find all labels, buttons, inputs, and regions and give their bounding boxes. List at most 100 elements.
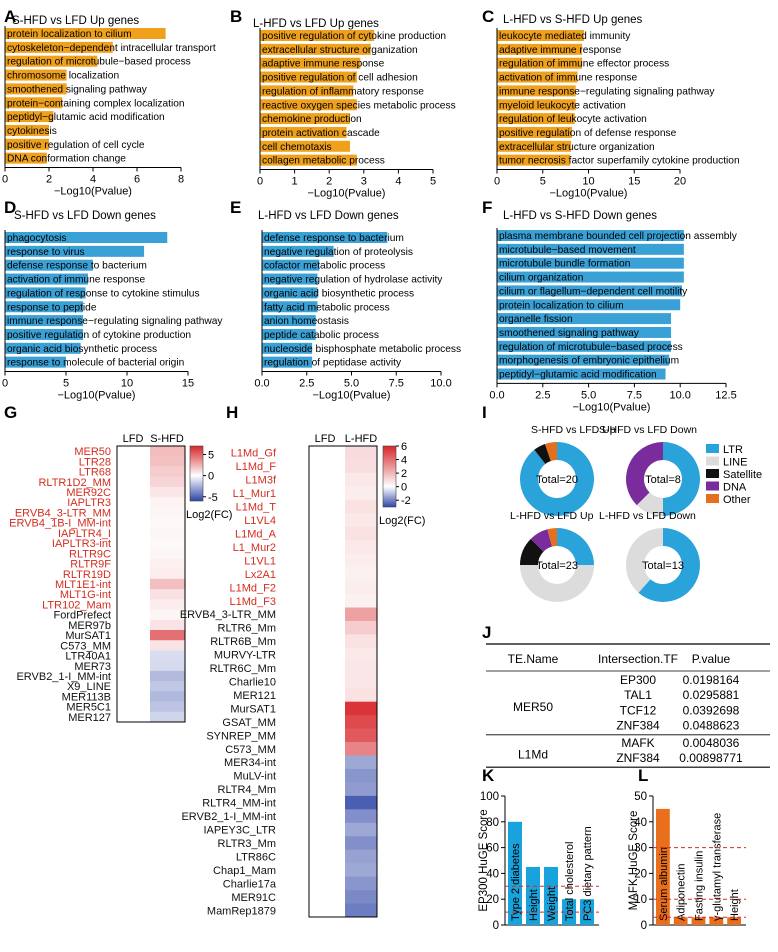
x-tick-label: 5 <box>430 176 436 188</box>
x-axis-label: −Log10(Pvalue) <box>58 390 136 402</box>
y-axis-label: EP300 HuGE Score <box>478 809 490 911</box>
bar <box>497 71 578 83</box>
bar <box>497 354 670 366</box>
row-label: LTR68 <box>79 467 111 479</box>
x-tick-label: 2 <box>46 174 52 186</box>
bar <box>497 243 684 255</box>
chart-title: S-HFD vs LFD Up genes <box>12 15 139 27</box>
donut-center-label: Total=8 <box>645 474 681 486</box>
row-label: C573_MM <box>225 744 276 756</box>
heatmap-cell <box>150 527 185 539</box>
bar-label: myeloid leukocyte activation <box>499 100 626 111</box>
x-axis-label: −Log10(Pvalue) <box>313 390 391 402</box>
bar <box>5 287 86 299</box>
bar-label: smoothened signaling pathway <box>499 328 640 339</box>
legend-tick-label: 0 <box>208 471 214 483</box>
row-label: RLTR9C <box>69 548 111 560</box>
bar-label: immune response−regulating signaling pat… <box>499 86 715 97</box>
heatmap-cell <box>150 630 185 641</box>
column-header: S-HFD <box>150 433 184 445</box>
heatmap-cell <box>150 466 185 478</box>
row-label: L1_Mur1 <box>233 488 276 500</box>
bar <box>5 97 63 109</box>
bar-label: negative regulation of hydrolase activit… <box>264 275 443 286</box>
row-label: L1Md_F <box>236 461 277 473</box>
donut-slice <box>520 538 544 565</box>
table-cell: 0.00898771 <box>679 751 743 765</box>
row-label: RLTR6_Mm <box>218 623 276 635</box>
bar-label: Type 2 diabetes <box>510 843 522 921</box>
bar <box>497 313 672 325</box>
row-label: ERVB2_1-I_MM-int <box>16 671 111 683</box>
bar-label: smoothened signaling pathway <box>7 84 148 95</box>
bar-label: response to molecule of bacterial origin <box>7 358 184 369</box>
heatmap-cell <box>345 634 377 649</box>
bar-label: cytoskeleton−dependent intracellular tra… <box>7 43 216 54</box>
row-label: MurSAT1 <box>65 630 111 642</box>
legend-entry: Other <box>723 494 751 506</box>
x-tick-label: 0 <box>2 378 8 390</box>
donut-panel: S-HFD vs LFD Up Total=20 S-HFD vs LFD Down… <box>510 424 762 602</box>
heatmap-cell <box>345 661 377 676</box>
y-tick-label: 40 <box>634 817 647 829</box>
y-axis-label: MAFK HuGE Score <box>628 811 640 911</box>
x-tick-label: 6 <box>134 174 140 186</box>
bar <box>260 99 357 111</box>
heatmap-cell <box>150 619 185 631</box>
bar <box>497 43 583 55</box>
donut-slice <box>530 529 553 552</box>
bar-label: Total cholesterol <box>564 842 576 922</box>
donut-slice <box>638 528 700 602</box>
bar-label: Height <box>528 889 540 921</box>
bar <box>5 83 67 95</box>
bar <box>260 113 350 125</box>
bar-label: regulation of inflammatory response <box>262 86 424 97</box>
bar <box>497 230 684 241</box>
bar <box>260 43 371 55</box>
heatmap-cell <box>345 728 377 743</box>
bar-label: activation of immune response <box>7 275 146 286</box>
bar-label: immune response−regulating signaling pat… <box>7 316 223 327</box>
bar-label: Serum albumin <box>658 847 670 921</box>
heatmap-cell <box>345 876 377 891</box>
panel-letter-B: B <box>230 7 242 26</box>
row-label: RLTR4_Mm <box>218 784 276 796</box>
heatmap-cell <box>150 548 185 559</box>
bar <box>497 368 666 380</box>
x-tick-label: 10.0 <box>430 378 451 390</box>
bar-label: defense response to bacterium <box>264 233 404 244</box>
bar-label: peptide catabolic process <box>264 330 379 341</box>
row-label: IAPLTR3-int <box>52 538 111 550</box>
bar <box>262 232 388 243</box>
heatmap-cell <box>150 650 185 662</box>
heatmap-cell <box>345 620 377 635</box>
row-label: MER92C <box>66 487 111 499</box>
bar <box>497 257 684 269</box>
row-label: L1Md_F3 <box>230 596 276 608</box>
bar-label: leukocyte mediated immunity <box>499 31 631 42</box>
x-tick-label: 10 <box>582 176 594 188</box>
panel-letter-L: L <box>638 766 648 785</box>
go-panel-D: S-HFD vs LFD Down genes phagocytosis respo… <box>2 210 223 402</box>
heatmap-cell <box>345 499 377 514</box>
chart-title: L-HFD vs S-HFD Down genes <box>503 210 657 222</box>
go-panel-F: L-HFD vs S-HFD Down genes plasma membrane… <box>489 210 737 413</box>
heatmap-cell <box>150 456 185 467</box>
bar <box>260 85 354 97</box>
heatmap-cell <box>345 486 377 501</box>
heatmap-cell <box>345 607 377 622</box>
x-tick-label: 1 <box>292 176 298 188</box>
heatmap-cell <box>345 594 377 608</box>
bar <box>497 285 683 297</box>
donut-slice <box>625 528 663 593</box>
row-label: MER5C1 <box>66 702 111 714</box>
tf-table: TE.Name Intersection.TF P.value EP300 0.0198… <box>486 643 770 768</box>
donut-title: S-HFD vs LFD Down <box>599 424 697 436</box>
bar <box>497 57 583 69</box>
bar <box>260 126 347 138</box>
row-label: MER50 <box>74 446 111 458</box>
row-label: SYNREP_MM <box>206 730 276 742</box>
heatmap-cell <box>345 567 377 581</box>
panel-letter-D: D <box>4 198 16 217</box>
x-axis-label: −Log10(Pvalue) <box>308 188 386 200</box>
